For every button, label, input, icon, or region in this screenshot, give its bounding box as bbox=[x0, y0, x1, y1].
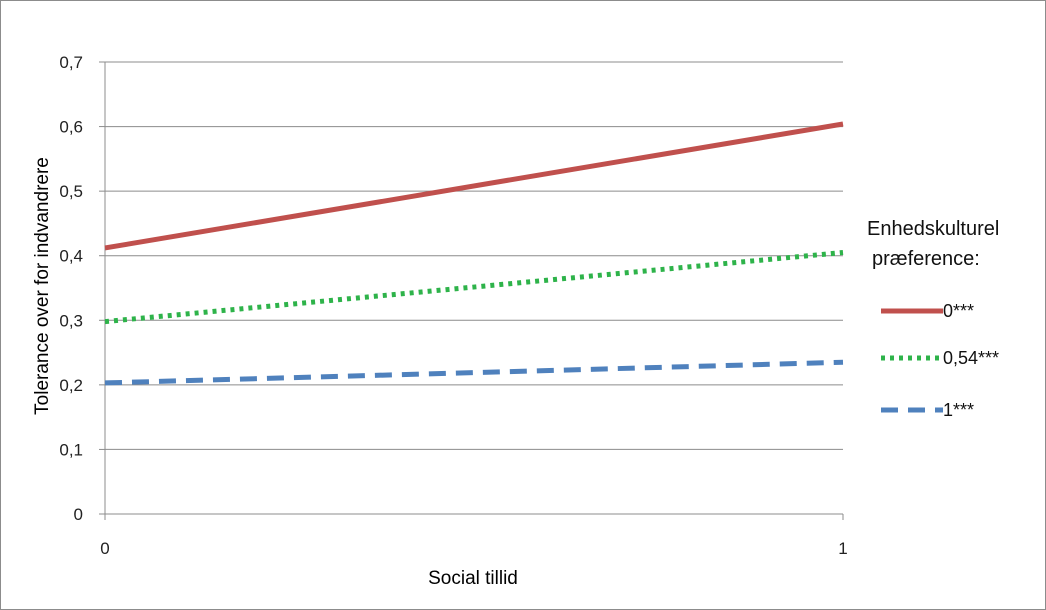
y-tick-label: 0,2 bbox=[59, 376, 83, 395]
series-line-2 bbox=[104, 249, 844, 325]
y-tick-label: 0 bbox=[74, 505, 83, 524]
legend: Enhedskulturel præference: 0*** 0,54*** 1*… bbox=[867, 218, 999, 420]
y-axis-title: Tolerance over for indvandrere bbox=[32, 157, 53, 415]
y-tick-label: 0,1 bbox=[59, 440, 83, 459]
legend-label-2: 0,54*** bbox=[943, 348, 999, 368]
x-axis-title: Social tillid bbox=[428, 568, 518, 589]
legend-label-1: 0*** bbox=[943, 301, 974, 321]
axes bbox=[99, 61, 844, 520]
y-tick-label: 0,6 bbox=[59, 118, 83, 137]
series-line-1 bbox=[104, 121, 844, 251]
series-line-3 bbox=[104, 359, 844, 386]
y-tick-label: 0,7 bbox=[59, 53, 83, 72]
gridlines bbox=[105, 61, 843, 450]
legend-items: 0*** 0,54*** 1*** bbox=[881, 301, 999, 420]
legend-title-line-2: præference: bbox=[872, 248, 980, 270]
x-tick-label: 0 bbox=[100, 539, 109, 558]
tick-labels: 0 0,1 0,2 0,3 0,4 0,5 0,6 0,7 0 1 bbox=[59, 53, 847, 558]
y-tick-label: 0,5 bbox=[59, 182, 83, 201]
y-tick-label: 0,4 bbox=[59, 247, 83, 266]
legend-title-line-1: Enhedskulturel bbox=[867, 218, 999, 240]
y-tick-label: 0,3 bbox=[59, 311, 83, 330]
x-tick-label: 1 bbox=[838, 539, 847, 558]
legend-label-3: 1*** bbox=[943, 400, 974, 420]
series-lines bbox=[104, 121, 844, 386]
